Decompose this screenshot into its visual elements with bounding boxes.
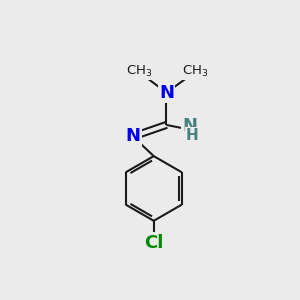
Text: N: N bbox=[125, 128, 140, 146]
Text: N: N bbox=[159, 84, 174, 102]
Text: CH$_3$: CH$_3$ bbox=[125, 64, 152, 80]
Text: N: N bbox=[182, 117, 197, 135]
Text: H: H bbox=[185, 128, 198, 143]
Text: Cl: Cl bbox=[144, 234, 164, 252]
Text: CH$_3$: CH$_3$ bbox=[182, 64, 208, 80]
